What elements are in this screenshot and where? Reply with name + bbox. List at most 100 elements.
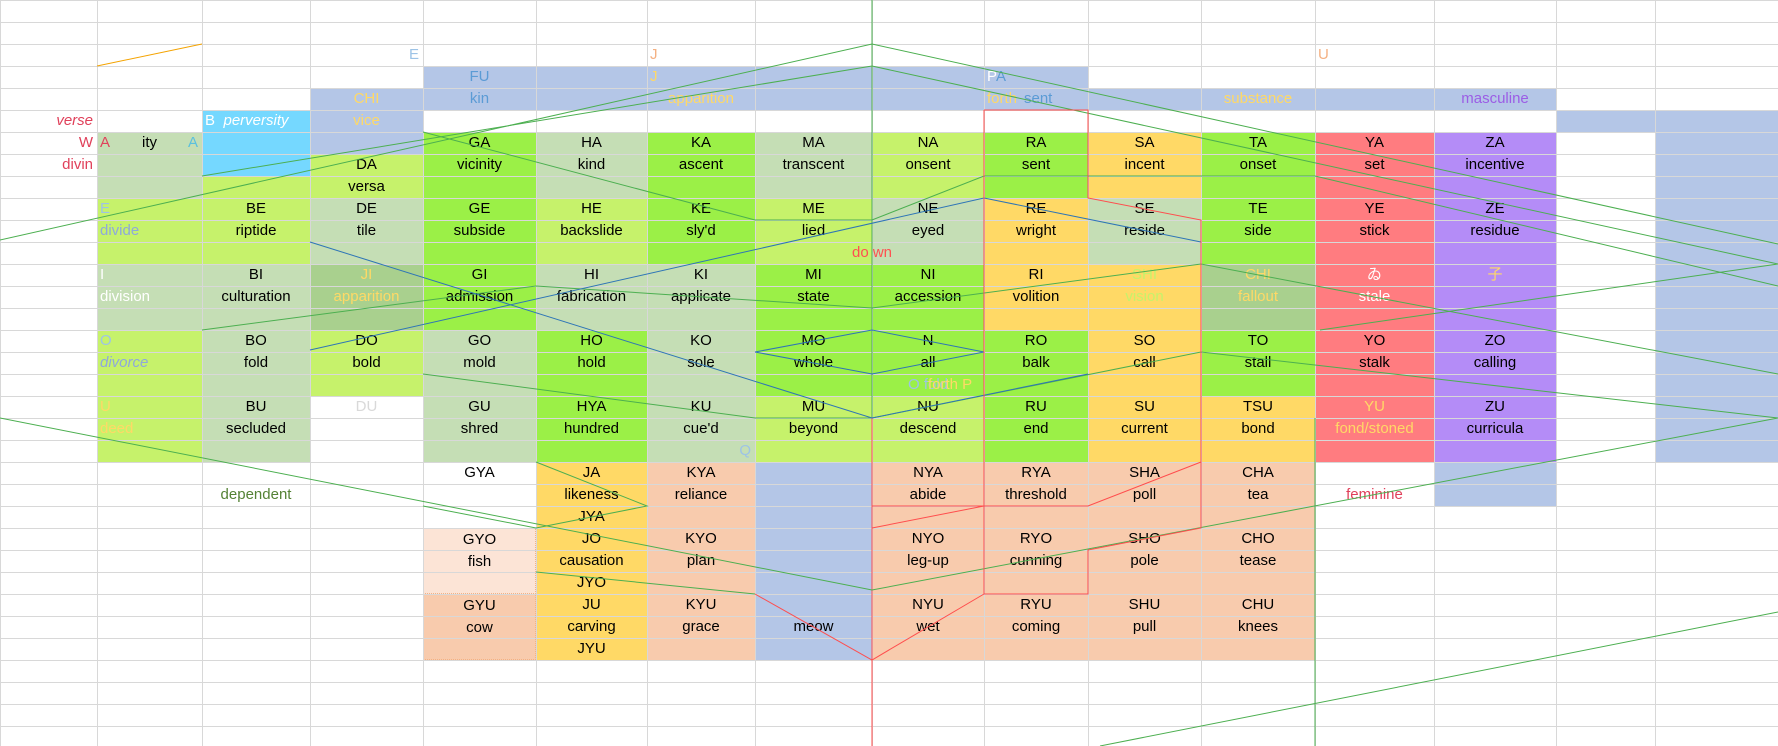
cell-text: balk (1022, 354, 1050, 371)
table-cell[interactable]: KYO plan (647, 528, 755, 594)
table-cell[interactable]: NYO leg-up (872, 528, 984, 594)
table-cell[interactable]: ゐ stale (1315, 264, 1434, 330)
cell-text: RYO (1019, 530, 1053, 547)
table-cell[interactable]: RI volition (984, 264, 1088, 330)
floating-label: A (187, 134, 198, 151)
table-cell[interactable]: HE backslide (536, 198, 647, 264)
table-cell[interactable]: RA sent (984, 132, 1088, 198)
table-cell[interactable]: YO stalk (1315, 330, 1434, 396)
table-cell[interactable]: 子 (1434, 264, 1556, 330)
table-cell[interactable]: NU descend (872, 396, 984, 462)
table-cell[interactable]: YA set (1315, 132, 1434, 198)
table-cell[interactable]: perversity (202, 110, 310, 176)
cell-text: plan (686, 552, 716, 569)
table-cell[interactable]: YE stick (1315, 198, 1434, 264)
table-cell[interactable]: YU fond/stoned (1315, 396, 1434, 462)
table-cell[interactable]: HO hold (536, 330, 647, 396)
table-cell[interactable]: GI admission (423, 264, 536, 330)
table-cell[interactable]: HA kind (536, 132, 647, 198)
cell-text: YO (1363, 332, 1386, 349)
cell-text: admission (445, 288, 514, 305)
table-cell[interactable]: DO bold (310, 330, 423, 396)
table-cell[interactable]: SHA poll (1088, 462, 1201, 528)
table-cell[interactable]: NA onsent (872, 132, 984, 198)
table-cell[interactable]: MU beyond (755, 396, 872, 462)
table-cell[interactable]: GYU cow (423, 594, 536, 660)
table-cell[interactable]: KYU grace (647, 594, 755, 660)
table-cell[interactable]: KA ascent (647, 132, 755, 198)
table-cell[interactable]: ZE residue (1434, 198, 1556, 264)
table-cell[interactable]: GO mold (423, 330, 536, 396)
table-cell[interactable]: GU shred (423, 396, 536, 462)
table-cell[interactable]: ZO calling (1434, 330, 1556, 396)
table-cell[interactable]: SU current (1088, 396, 1201, 462)
table-cell[interactable]: DE tile (310, 198, 423, 264)
table-cell[interactable]: BU secluded (202, 396, 310, 462)
table-cell[interactable]: KO sole (647, 330, 755, 396)
table-cell[interactable]: JI apparition (310, 264, 423, 330)
cell-text: RYA (1021, 464, 1051, 481)
table-cell[interactable]: KE sly'd (647, 198, 755, 264)
table-cell[interactable]: DU (310, 396, 423, 462)
cell-text: leg-up (907, 552, 949, 569)
table-cell[interactable]: NYU wet (872, 594, 984, 660)
table-cell[interactable] (1434, 462, 1556, 506)
table-cell[interactable]: TE side (1201, 198, 1315, 264)
table-cell[interactable]: GYA (423, 462, 536, 528)
table-cell[interactable]: NI accession (872, 264, 984, 330)
table-cell[interactable]: CHI fallout (1201, 264, 1315, 330)
table-cell[interactable]: JU carving JYU (536, 594, 647, 660)
table-cell[interactable]: SHU pull (1088, 594, 1201, 660)
table-cell[interactable]: NYA abide (872, 462, 984, 528)
cell-text: current (1121, 420, 1168, 437)
table-cell[interactable]: MA transcent (755, 132, 872, 198)
table-cell[interactable]: KI applicate (647, 264, 755, 330)
table-cell[interactable]: SHO pole (1088, 528, 1201, 594)
table-cell[interactable]: BO fold (202, 330, 310, 396)
table-cell[interactable]: ZU curricula (1434, 396, 1556, 462)
table-cell[interactable]: ZA incentive (1434, 132, 1556, 198)
cell-text: SHU (1128, 596, 1161, 613)
table-cell[interactable]: BE riptide (202, 198, 310, 264)
table-cell[interactable]: SE reside (1088, 198, 1201, 264)
table-cell[interactable]: RE wright (984, 198, 1088, 264)
table-cell[interactable]: RO balk (984, 330, 1088, 396)
table-cell[interactable]: TSU bond (1201, 396, 1315, 462)
table-cell[interactable]: HI fabrication (536, 264, 647, 330)
table-cell[interactable]: JA likeness JYA (536, 462, 647, 528)
table-cell[interactable]: TA onset (1201, 132, 1315, 198)
table-cell[interactable]: BI culturation (202, 264, 310, 330)
table-cell[interactable]: GE subside (423, 198, 536, 264)
table-cell[interactable]: MO whole (755, 330, 872, 396)
table-cell[interactable]: meow (755, 594, 872, 660)
table-cell[interactable]: SHI vision (1088, 264, 1201, 330)
table-cell[interactable]: TO stall (1201, 330, 1315, 396)
table-cell[interactable]: JO causation JYO (536, 528, 647, 594)
table-cell[interactable]: MI state (755, 264, 872, 330)
cell-text: SHA (1129, 464, 1160, 481)
table-cell[interactable]: GYO fish (423, 528, 536, 594)
table-cell[interactable]: RYU coming (984, 594, 1088, 660)
table-cell[interactable] (1655, 132, 1778, 462)
table-cell[interactable]: DA versa (310, 154, 423, 198)
table-cell[interactable]: CHA tea (1201, 462, 1315, 528)
table-cell[interactable]: KYA reliance (647, 462, 755, 528)
cell-text: carving (567, 618, 616, 635)
table-cell[interactable]: GA vicinity (423, 132, 536, 198)
table-cell[interactable]: SO call (1088, 330, 1201, 396)
table-cell[interactable]: CHU knees (1201, 594, 1315, 660)
cell-text: JYU (577, 640, 606, 657)
table-cell[interactable]: RYA threshold (984, 462, 1088, 528)
table-cell[interactable] (1556, 110, 1778, 132)
table-cell[interactable]: SA incent (1088, 132, 1201, 198)
table-cell[interactable]: CHO tease (1201, 528, 1315, 594)
table-cell[interactable]: HYA hundred (536, 396, 647, 462)
table-cell[interactable]: RYO cunning (984, 528, 1088, 594)
table-cell[interactable]: RU end (984, 396, 1088, 462)
table-cell[interactable] (202, 176, 310, 198)
